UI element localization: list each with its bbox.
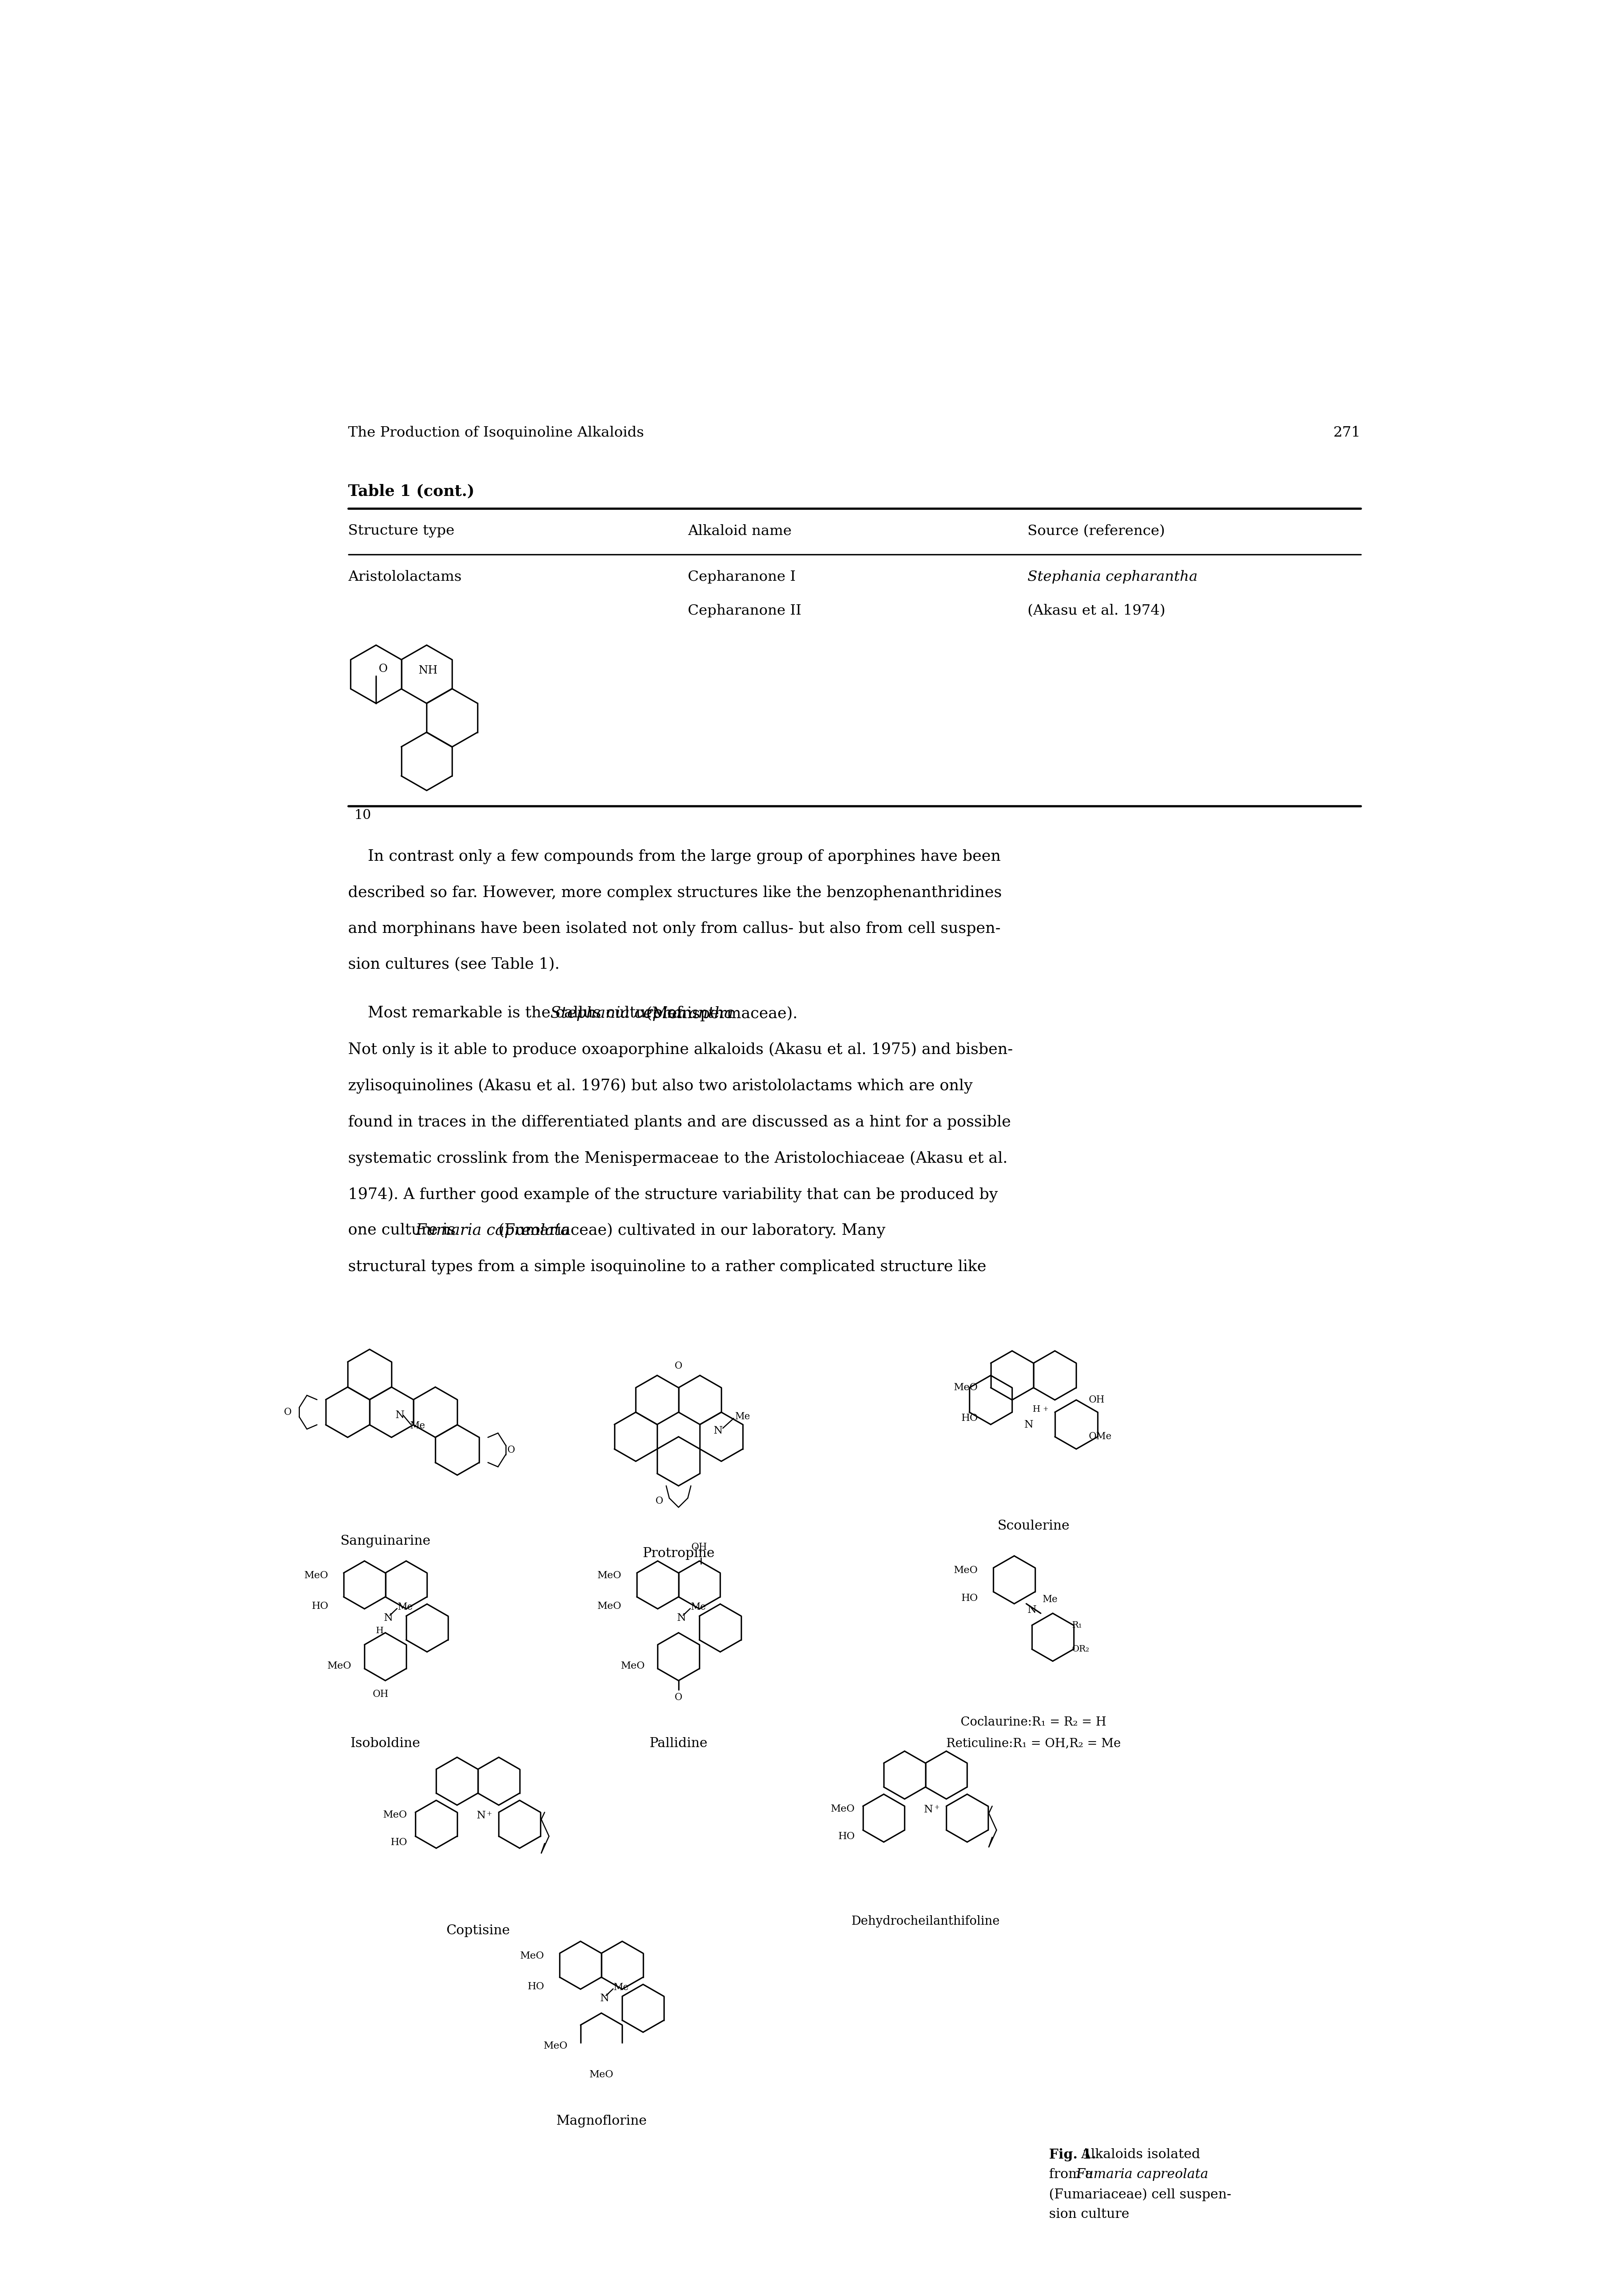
Text: Coptisine: Coptisine [447,1924,509,1938]
Text: from a: from a [1049,2167,1097,2181]
Text: MeO: MeO [304,1570,328,1580]
Text: Me: Me [397,1603,413,1612]
Text: Stephania cepharantha: Stephania cepharantha [1028,569,1198,583]
Text: HO: HO [961,1593,978,1603]
Text: MeO: MeO [954,1566,978,1575]
Text: found in traces in the differentiated plants and are discussed as a hint for a p: found in traces in the differentiated pl… [349,1114,1012,1130]
Text: O: O [508,1446,516,1456]
Text: Reticuline:R₁ = OH,R₂ = Me: Reticuline:R₁ = OH,R₂ = Me [946,1738,1121,1750]
Text: sion cultures (see Table 1).: sion cultures (see Table 1). [349,957,560,974]
Text: HO: HO [837,1832,855,1841]
Text: +: + [487,1809,492,1816]
Text: MeO: MeO [954,1382,978,1391]
Text: MeO: MeO [543,2041,568,2050]
Text: HO: HO [961,1414,978,1424]
Text: Me: Me [1042,1596,1058,1605]
Text: In contrast only a few compounds from the large group of aporphines have been: In contrast only a few compounds from th… [349,850,1001,863]
Text: N: N [384,1612,392,1623]
Text: H: H [1033,1405,1041,1414]
Text: H: H [376,1626,384,1635]
Text: (Menispermaceae).: (Menispermaceae). [642,1006,797,1022]
Text: Me: Me [735,1412,751,1421]
Text: N: N [1028,1605,1036,1614]
Text: Alkaloids isolated: Alkaloids isolated [1077,2149,1201,2161]
Text: N: N [395,1410,405,1421]
Text: R₁: R₁ [1073,1621,1082,1630]
Text: Cepharanone I: Cepharanone I [688,569,796,583]
Text: Alkaloid name: Alkaloid name [688,523,791,537]
Text: sion culture: sion culture [1049,2209,1129,2220]
Text: Most remarkable is the callus culture of: Most remarkable is the callus culture of [349,1006,687,1022]
Text: OH: OH [1089,1396,1105,1405]
Text: Structure type: Structure type [349,523,455,537]
Text: Fig. 1.: Fig. 1. [1049,2149,1097,2161]
Text: OH: OH [373,1690,389,1699]
Text: N: N [677,1612,687,1623]
Text: Protropine: Protropine [642,1548,714,1559]
Text: N: N [600,1993,608,2002]
Text: structural types from a simple isoquinoline to a rather complicated structure li: structural types from a simple isoquinol… [349,1261,986,1274]
Text: O: O [378,664,387,675]
Text: +: + [1042,1405,1049,1412]
Text: (Fumariaceae) cultivated in our laboratory. Many: (Fumariaceae) cultivated in our laborato… [493,1224,885,1238]
Text: Isoboldine: Isoboldine [351,1738,421,1750]
Text: Fumaria capreolata: Fumaria capreolata [1076,2167,1209,2181]
Text: OMe: OMe [1089,1433,1111,1442]
Text: MeO: MeO [589,2071,613,2080]
Text: one culture is: one culture is [349,1224,461,1238]
Text: Stephania cepharantha: Stephania cepharantha [551,1006,733,1022]
Text: Magnoflorine: Magnoflorine [556,2115,647,2128]
Text: N: N [477,1812,485,1821]
Text: Dehydrocheilanthifoline: Dehydrocheilanthifoline [852,1915,999,1929]
Text: Me: Me [613,1984,629,1993]
Text: Source (reference): Source (reference) [1028,523,1166,537]
Text: N: N [714,1426,722,1435]
Text: (Akasu et al. 1974): (Akasu et al. 1974) [1028,604,1166,618]
Text: Aristololactams: Aristololactams [349,569,461,583]
Text: HO: HO [391,1839,407,1848]
Text: NH: NH [418,666,439,675]
Text: O: O [655,1497,663,1506]
Text: Sanguinarine: Sanguinarine [339,1536,431,1548]
Text: Not only is it able to produce oxoaporphine alkaloids (Akasu et al. 1975) and bi: Not only is it able to produce oxoaporph… [349,1042,1013,1058]
Text: HO: HO [312,1603,328,1612]
Text: described so far. However, more complex structures like the benzophenanthridines: described so far. However, more complex … [349,886,1002,900]
Text: Fumaria capreolata: Fumaria capreolata [416,1224,570,1238]
Text: OH: OH [692,1543,708,1552]
Text: O: O [674,1692,682,1701]
Text: Me: Me [410,1421,426,1430]
Text: +: + [933,1805,940,1812]
Text: MeO: MeO [597,1603,621,1612]
Text: 10: 10 [354,808,371,822]
Text: O: O [283,1407,291,1417]
Text: Scoulerine: Scoulerine [997,1520,1069,1531]
Text: (Fumariaceae) cell suspen-: (Fumariaceae) cell suspen- [1049,2188,1231,2202]
Text: Cepharanone II: Cepharanone II [688,604,802,618]
Text: Pallidine: Pallidine [650,1738,708,1750]
Text: The Production of Isoquinoline Alkaloids: The Production of Isoquinoline Alkaloids [349,425,644,439]
Text: MeO: MeO [520,1952,544,1961]
Text: N: N [1025,1419,1033,1430]
Text: Coclaurine:R₁ = R₂ = H: Coclaurine:R₁ = R₂ = H [961,1715,1106,1729]
Text: MeO: MeO [831,1805,855,1814]
Text: zylisoquinolines (Akasu et al. 1976) but also two aristololactams which are only: zylisoquinolines (Akasu et al. 1976) but… [349,1079,973,1093]
Text: 1974). A further good example of the structure variability that can be produced : 1974). A further good example of the str… [349,1187,997,1203]
Text: HO: HO [528,1981,544,1991]
Text: MeO: MeO [328,1662,352,1671]
Text: systematic crosslink from the Menispermaceae to the Aristolochiaceae (Akasu et a: systematic crosslink from the Menisperma… [349,1150,1007,1166]
Text: MeO: MeO [621,1662,645,1671]
Text: OR₂: OR₂ [1073,1644,1089,1653]
Text: 271: 271 [1334,425,1361,439]
Text: Table 1 (cont.): Table 1 (cont.) [349,484,474,498]
Text: MeO: MeO [597,1570,621,1580]
Text: and morphinans have been isolated not only from callus- but also from cell suspe: and morphinans have been isolated not on… [349,921,1001,937]
Text: O: O [674,1362,682,1371]
Text: N: N [924,1805,933,1814]
Text: Me: Me [692,1603,706,1612]
Text: MeO: MeO [383,1812,407,1821]
